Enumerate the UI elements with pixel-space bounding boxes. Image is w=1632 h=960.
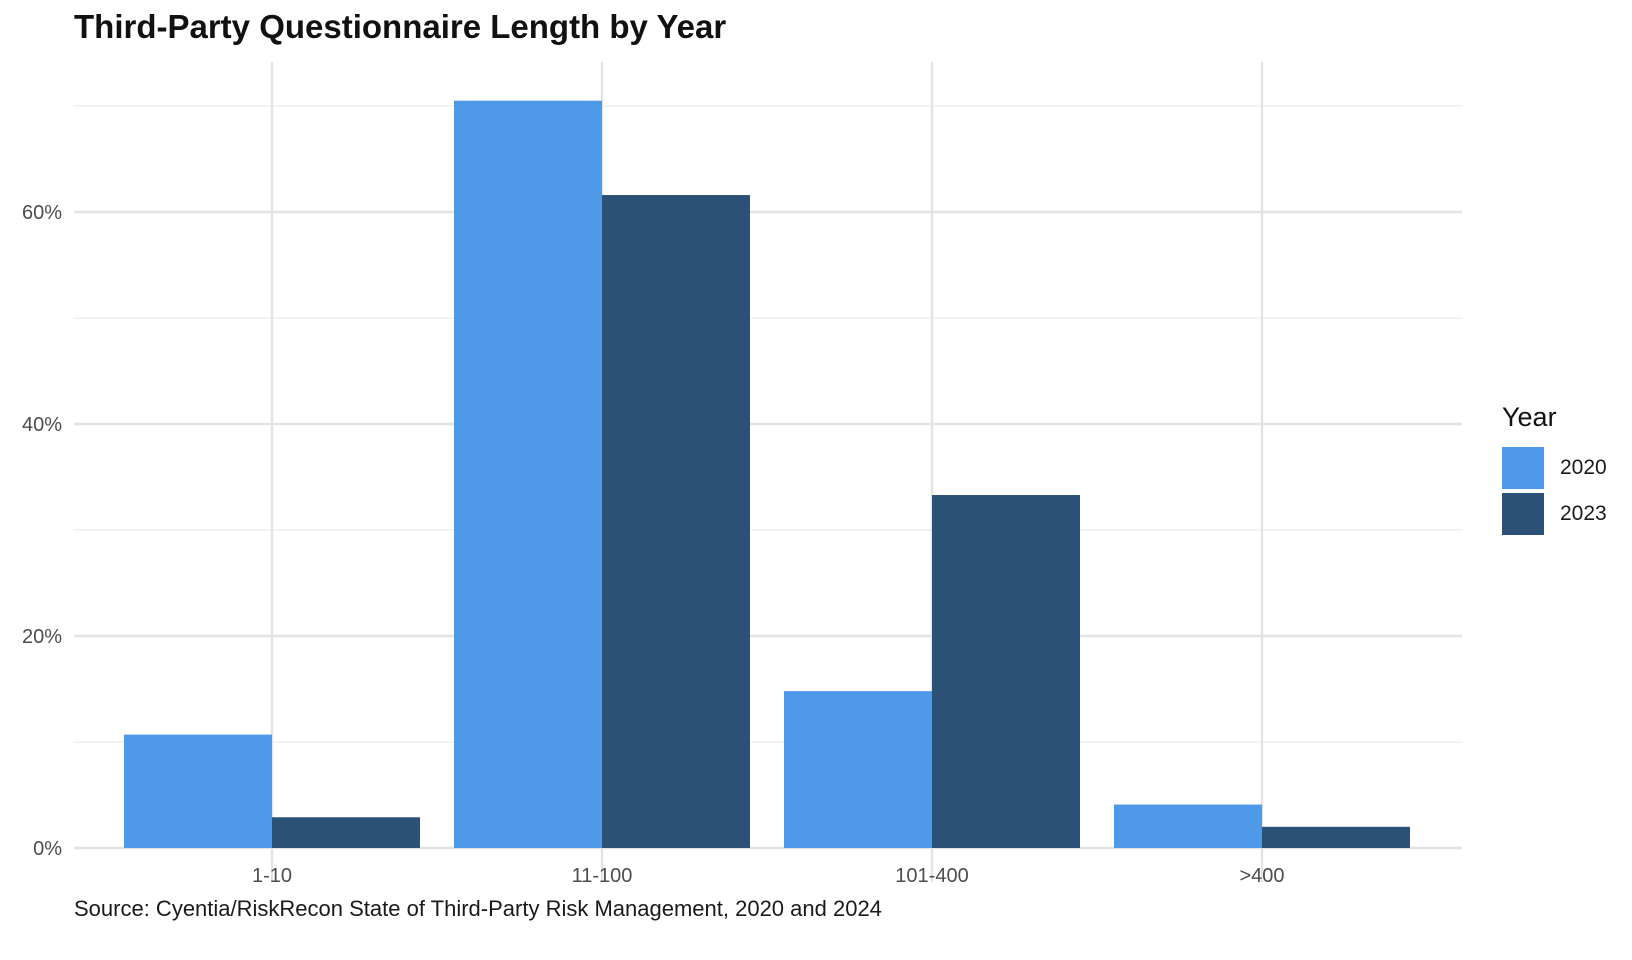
bar-2020->400 <box>1114 804 1262 848</box>
bar-2023->400 <box>1262 826 1410 848</box>
bar-2023-101-400 <box>932 495 1080 848</box>
legend-swatch-2020 <box>1502 447 1544 489</box>
bar-2023-11-100 <box>602 195 750 849</box>
legend-title: Year <box>1502 402 1557 432</box>
y-tick-label: 40% <box>22 414 62 436</box>
y-tick-label: 60% <box>22 202 62 224</box>
legend-label-2020: 2020 <box>1560 456 1607 479</box>
legend-item-2023: 2023 <box>1502 491 1607 537</box>
chart-caption: Source: Cyentia/RiskRecon State of Third… <box>74 896 882 921</box>
x-tick-label: 11-100 <box>572 865 633 887</box>
bar-2023-1-10 <box>272 817 420 848</box>
legend-swatch-2023 <box>1502 493 1544 535</box>
bar-2020-1-10 <box>124 734 272 848</box>
legend-label-2023: 2023 <box>1560 502 1607 525</box>
chart-title: Third-Party Questionnaire Length by Year <box>74 8 727 45</box>
legend-item-2020: 2020 <box>1502 445 1607 491</box>
x-tick-label: 1-10 <box>252 865 292 887</box>
y-tick-label: 0% <box>33 838 62 860</box>
legend: Year 2020 2023 <box>1502 402 1607 537</box>
bar-2020-101-400 <box>784 691 932 848</box>
y-tick-label: 20% <box>22 626 62 648</box>
x-tick-label: >400 <box>1239 865 1284 887</box>
x-tick-label: 101-400 <box>895 865 968 887</box>
bar-2020-11-100 <box>454 100 602 848</box>
